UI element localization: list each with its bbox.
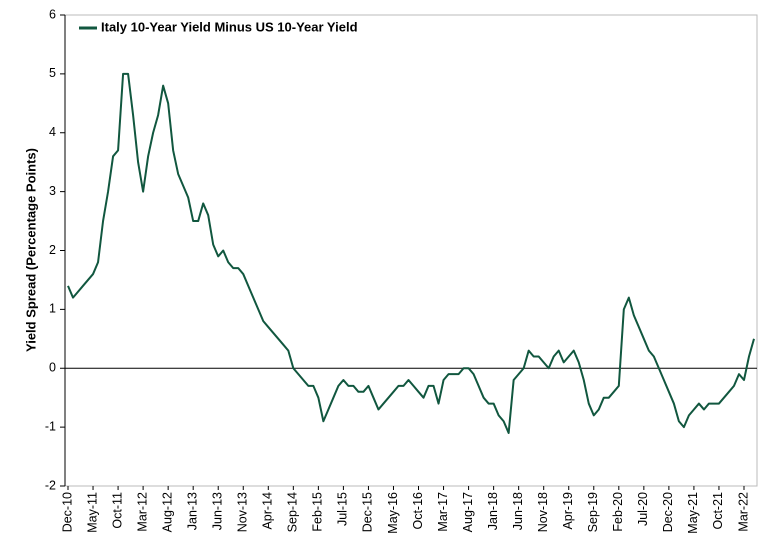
y-tick-label: 0	[49, 361, 56, 375]
x-tick-label: May-16	[386, 492, 400, 534]
x-tick-label: Feb-15	[311, 492, 325, 532]
x-tick-label: Mar-12	[135, 492, 149, 532]
x-tick-label: May-11	[85, 492, 99, 533]
x-tick-label: May-21	[686, 492, 700, 534]
x-tick-label: Jan-13	[185, 492, 199, 530]
x-tick-label: Aug-17	[461, 492, 475, 532]
x-tick-label: Apr-19	[561, 492, 575, 530]
legend-label: Italy 10-Year Yield Minus US 10-Year Yie…	[101, 19, 358, 34]
y-tick-label: 1	[49, 302, 56, 316]
x-tick-label: Nov-13	[236, 492, 250, 532]
x-tick-label: Jan-18	[486, 492, 500, 530]
plot-area	[64, 14, 758, 487]
y-tick-label: 3	[49, 184, 56, 198]
x-tick-label: Mar-22	[736, 492, 750, 532]
x-tick-label: Jul-15	[336, 492, 350, 526]
y-tick-label: -1	[45, 419, 56, 433]
x-tick-label: Aug-12	[160, 492, 174, 532]
x-tick-label: Nov-18	[536, 492, 550, 532]
x-tick-label: Dec-15	[361, 492, 375, 532]
x-tick-label: Oct-11	[110, 492, 124, 529]
x-tick-label: Apr-14	[261, 492, 275, 530]
x-tick-label: Jun-18	[511, 492, 525, 530]
x-tick-label: Dec-20	[661, 492, 675, 532]
x-tick-label: Sep-19	[586, 492, 600, 532]
y-axis-label: Yield Spread (Percentage Points)	[23, 148, 38, 352]
x-tick-label: Jun-13	[211, 492, 225, 530]
x-tick-label: Sep-14	[286, 492, 300, 532]
x-tick-label: Jul-20	[636, 492, 650, 526]
x-tick-label: Mar-17	[436, 492, 450, 532]
y-tick-label: -2	[45, 478, 56, 492]
x-tick-label: Dec-10	[60, 492, 74, 532]
y-tick-label: 5	[49, 66, 56, 80]
y-tick-label: 4	[49, 125, 56, 139]
x-tick-label: Oct-16	[411, 492, 425, 530]
y-tick-label: 6	[49, 7, 56, 21]
x-tick-label: Feb-20	[611, 492, 625, 532]
line-series	[67, 72, 755, 435]
y-tick-label: 2	[49, 243, 56, 257]
x-tick-label: Oct-21	[711, 492, 725, 530]
